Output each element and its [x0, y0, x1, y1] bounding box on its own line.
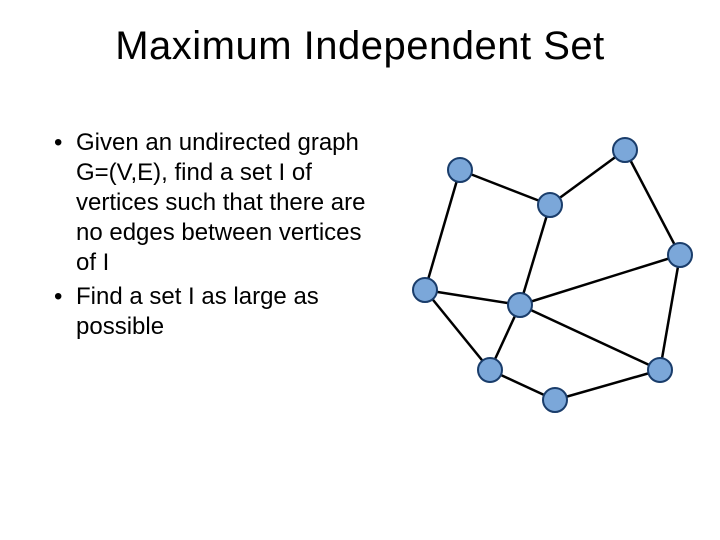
bullet-item: Find a set I as large as possible [54, 282, 374, 342]
graph-edge [425, 290, 520, 305]
slide: Maximum Independent Set Given an undirec… [0, 0, 720, 540]
graph-edge [460, 170, 550, 205]
graph-node [448, 158, 472, 182]
graph-node [648, 358, 672, 382]
graph-edge [425, 290, 490, 370]
graph-node [538, 193, 562, 217]
bullet-list: Given an undirected graph G=(V,E), find … [54, 128, 374, 342]
graph-node [668, 243, 692, 267]
graph-edge [520, 255, 680, 305]
graph-node [543, 388, 567, 412]
graph-node [508, 293, 532, 317]
graph-svg [400, 110, 700, 430]
slide-title: Maximum Independent Set [0, 24, 720, 69]
body-text: Given an undirected graph G=(V,E), find … [54, 128, 374, 346]
bullet-item: Given an undirected graph G=(V,E), find … [54, 128, 374, 278]
graph-node [478, 358, 502, 382]
graph-edge [520, 305, 660, 370]
graph-edge [660, 255, 680, 370]
graph-diagram [400, 110, 700, 430]
graph-edge [550, 150, 625, 205]
graph-node [613, 138, 637, 162]
graph-edge [625, 150, 680, 255]
graph-edge [425, 170, 460, 290]
graph-node [413, 278, 437, 302]
graph-edge [555, 370, 660, 400]
graph-edge [520, 205, 550, 305]
